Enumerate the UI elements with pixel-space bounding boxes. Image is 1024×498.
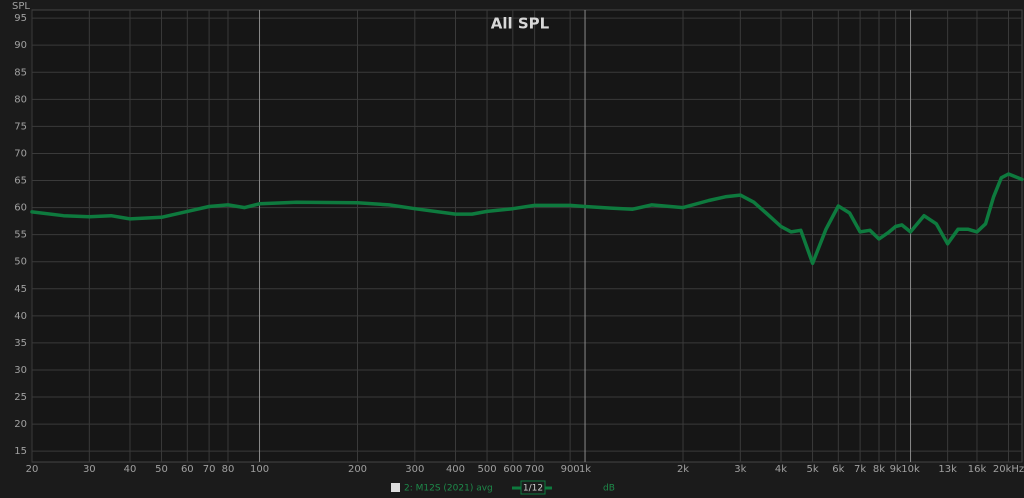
x-tick-label: 200 <box>348 464 367 475</box>
y-tick-label: 60 <box>14 203 27 214</box>
line <box>30 172 1024 266</box>
x-tick-label: 60 <box>181 464 194 475</box>
y-tick-label: 20 <box>14 419 27 430</box>
legend-label[interactable]: 2: M12S (2021) avg <box>404 484 493 494</box>
x-tick-label: 70 <box>203 464 216 475</box>
x-tick-label: 1k <box>579 464 591 475</box>
x-tick-label: 9k <box>890 464 902 475</box>
y-tick-label: 90 <box>14 40 27 51</box>
y-tick-label: 95 <box>14 13 27 24</box>
x-tick-label: 16k <box>968 464 987 475</box>
y-tick-label: 45 <box>14 284 27 295</box>
x-tick-label: 5k <box>806 464 818 475</box>
y-tick-label: 40 <box>14 311 27 322</box>
unit: dB <box>603 484 615 494</box>
y-tick-label: 70 <box>14 148 27 159</box>
x-tick-label: 50 <box>155 464 168 475</box>
y-tick-label: 65 <box>14 176 27 187</box>
x-tick-label: 13k <box>938 464 957 475</box>
plot-area <box>31 9 1023 463</box>
y-tick-label: 80 <box>14 94 27 105</box>
x-tick-label: 300 <box>405 464 424 475</box>
x-tick-label: 6k <box>832 464 844 475</box>
x-tick-label: 20 <box>26 464 39 475</box>
x-tick-label: 500 <box>477 464 496 475</box>
x-tick-label: 2k <box>677 464 689 475</box>
x-tick-label: 900 <box>561 464 580 475</box>
x-tick-label: 30 <box>83 464 96 475</box>
x-tick-label: 10k <box>901 464 920 475</box>
y-tick-label: 50 <box>14 257 27 268</box>
x-tick-label: 400 <box>446 464 465 475</box>
legend: 2: M12S (2021) avg 1/12 dB <box>391 480 615 495</box>
y-axis-label: SPL <box>12 1 30 12</box>
smoothing[interactable]: 1/12 <box>523 484 543 494</box>
x-tick-label: 100 <box>250 464 269 475</box>
x-tick-label: 3k <box>734 464 746 475</box>
y-tick-label: 35 <box>14 338 27 349</box>
x-tick-label: 80 <box>222 464 235 475</box>
x-tick-label: 600 <box>503 464 522 475</box>
legend-checkbox[interactable] <box>391 483 400 492</box>
chart-title: All SPL <box>491 15 550 33</box>
x-tick-label: 40 <box>124 464 137 475</box>
smoothing-box[interactable] <box>520 480 546 495</box>
y-tick-label: 55 <box>14 230 27 241</box>
y-tick-label: 85 <box>14 67 27 78</box>
y-tick-label: 25 <box>14 392 27 403</box>
x-tick-label: 4k <box>775 464 787 475</box>
y-tick-label: 75 <box>14 121 27 132</box>
y-tick-label: 30 <box>14 365 27 376</box>
x-tick-label: 20kHz <box>993 464 1024 475</box>
y-tick-label: 15 <box>14 446 27 457</box>
x-tick-label: 700 <box>525 464 544 475</box>
x-tick-label: 7k <box>854 464 866 475</box>
x-tick-label: 8k <box>873 464 885 475</box>
